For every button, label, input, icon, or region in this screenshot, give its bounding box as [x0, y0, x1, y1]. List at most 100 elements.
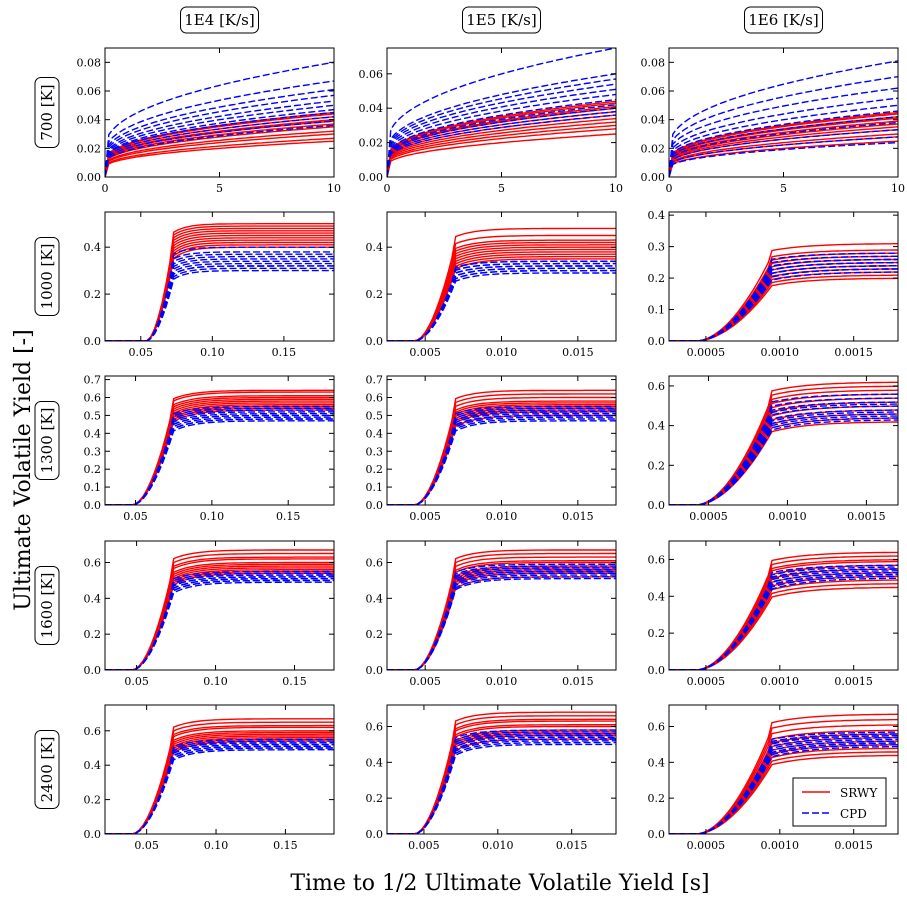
- curve-cpd-1: [105, 267, 334, 341]
- panel-1000-k-1e6-k-s-frame: [668, 211, 899, 342]
- curve-srwy-2: [669, 413, 898, 505]
- panel-grid: 0 5 100.000.020.040.060.080 5 100.000.020.04…: [77, 47, 905, 852]
- y-tick-label: 0.3: [648, 241, 666, 254]
- curve-cpd-10: [387, 405, 616, 505]
- panel-700-k-1e5-k-s: 0 5 10 0.00 0.02 0.04 0.06: [359, 47, 623, 195]
- curve-cpd-0: [387, 577, 616, 670]
- y-tick-label: 0.2: [648, 459, 666, 472]
- curve-cpd-4: [105, 262, 334, 341]
- curve-cpd-6: [105, 412, 334, 505]
- curve-cpd-5: [669, 738, 898, 834]
- curve-cpd-3: [669, 742, 898, 834]
- curve-srwy-2: [669, 271, 898, 341]
- curve-cpd-3: [387, 267, 616, 341]
- y-tick-label: 0.6: [648, 721, 666, 734]
- curve-srwy-0: [105, 740, 334, 834]
- curve-srwy-4: [669, 126, 898, 177]
- panel-1600-k-1e5-k-s: 0.005 0.010 0.015 0.0 0.2 0.4 0.6: [366, 540, 617, 688]
- curve-cpd-8: [105, 574, 334, 670]
- y-tick-label: 0.0: [648, 664, 666, 677]
- column-header-box: [180, 6, 259, 34]
- curve-cpd-5: [669, 110, 898, 177]
- curve-cpd-10: [669, 252, 898, 341]
- curve-cpd-6: [387, 88, 616, 177]
- curve-srwy-10: [669, 713, 898, 834]
- panel-1000-k-1e5-k-s-plot-area: [387, 227, 616, 341]
- curve-cpd-0: [105, 420, 334, 505]
- y-tick-label: 0.08: [77, 56, 102, 69]
- y-tick-label: 0.02: [641, 142, 666, 155]
- curve-cpd-0: [669, 745, 898, 834]
- curve-srwy-8: [105, 227, 334, 341]
- panel-2400-k-1e4-k-s: 0.05 0.10 0.15 0.0 0.2 0.4 0.6: [84, 704, 335, 852]
- curve-cpd-8: [669, 401, 898, 505]
- curve-cpd-1: [387, 741, 616, 834]
- x-tick-label: 5: [216, 182, 223, 195]
- y-tick-label: 0.4: [366, 592, 384, 605]
- y-tick-label: 0.04: [359, 102, 384, 115]
- curve-cpd-3: [105, 577, 334, 670]
- y-tick-label: 0.6: [366, 557, 384, 570]
- curve-srwy-2: [387, 733, 616, 834]
- curve-cpd-10: [105, 61, 334, 177]
- row-labels: 700 [K] 1000 [K] 1300 [K] 1600 [K] 2400 [K]: [34, 77, 60, 809]
- curve-cpd-2: [669, 268, 898, 341]
- row-header-1600-k: 1600 [K]: [34, 566, 60, 645]
- row-header-box: [34, 566, 60, 645]
- curve-cpd-8: [387, 567, 616, 670]
- y-tick-label: 0.1: [366, 481, 384, 494]
- y-tick-label: 0.3: [366, 445, 384, 458]
- curve-srwy-2: [387, 409, 616, 505]
- y-tick-label: 0.6: [366, 721, 384, 734]
- curve-cpd-0: [105, 581, 334, 670]
- x-tick-label: 0.015: [562, 510, 594, 523]
- curve-srwy-7: [669, 117, 898, 177]
- x-tick-label: 0: [102, 182, 109, 195]
- curve-srwy-4: [387, 567, 616, 670]
- y-tick-label: 0.0: [648, 499, 666, 512]
- curve-cpd-3: [105, 265, 334, 341]
- curve-srwy-2: [387, 124, 616, 177]
- panel-700-k-1e6-k-s-plot-area: [669, 60, 898, 177]
- x-tick-label: 0.15: [272, 346, 297, 359]
- curve-cpd-10: [105, 405, 334, 505]
- legend: SRWY CPD: [792, 777, 887, 827]
- y-tick-label: 0.2: [648, 792, 666, 805]
- column-header-box: [744, 6, 823, 34]
- curve-srwy-9: [669, 113, 898, 177]
- curve-cpd-0: [105, 269, 334, 341]
- y-tick-label: 0.2: [366, 463, 384, 476]
- curve-cpd-8: [669, 568, 898, 670]
- panel-1300-k-1e4-k-s-frame: [104, 375, 335, 506]
- y-tick-label: 0.6: [84, 557, 102, 570]
- panel-1300-k-1e5-k-s: 0.005 0.010 0.015 0.0 0.1 0.2 0.3 0.4 0.5 0.6 0.7: [366, 374, 617, 523]
- panel-700-k-1e6-k-s: 0 5 10 0.00 0.02 0.04 0.06 0.08: [641, 47, 905, 195]
- y-tick-label: 0.0: [366, 499, 384, 512]
- curve-srwy-9: [387, 102, 616, 177]
- curve-srwy-0: [387, 738, 616, 834]
- y-tick-label: 0.4: [366, 241, 384, 254]
- column-labels: 1E4 [K/s] 1E5 [K/s] 1E6 [K/s]: [180, 6, 823, 34]
- x-tick-label: 0.0010: [761, 675, 800, 688]
- curve-srwy-6: [105, 398, 334, 505]
- curve-srwy-4: [387, 117, 616, 177]
- curve-srwy-3: [387, 251, 616, 341]
- curve-cpd-10: [669, 60, 898, 177]
- x-tick-label: 0.005: [409, 675, 441, 688]
- curve-srwy-4: [387, 248, 616, 341]
- column-header-1e6-k-s: 1E6 [K/s]: [748, 11, 818, 29]
- curve-cpd-4: [105, 577, 334, 670]
- y-tick-label: 0.6: [84, 392, 102, 405]
- curve-cpd-9: [105, 572, 334, 670]
- curve-cpd-4: [387, 738, 616, 834]
- curve-cpd-4: [387, 570, 616, 670]
- panel-1600-k-1e5-k-s-plot-area: [387, 549, 616, 670]
- curve-cpd-7: [105, 574, 334, 670]
- y-tick-label: 0.6: [648, 553, 666, 566]
- y-tick-label: 0.04: [641, 114, 666, 127]
- curve-srwy-5: [105, 123, 334, 177]
- x-tick-label: 0.15: [276, 510, 301, 523]
- curve-cpd-6: [669, 736, 898, 834]
- curve-cpd-4: [387, 267, 616, 341]
- curve-cpd-9: [669, 255, 898, 341]
